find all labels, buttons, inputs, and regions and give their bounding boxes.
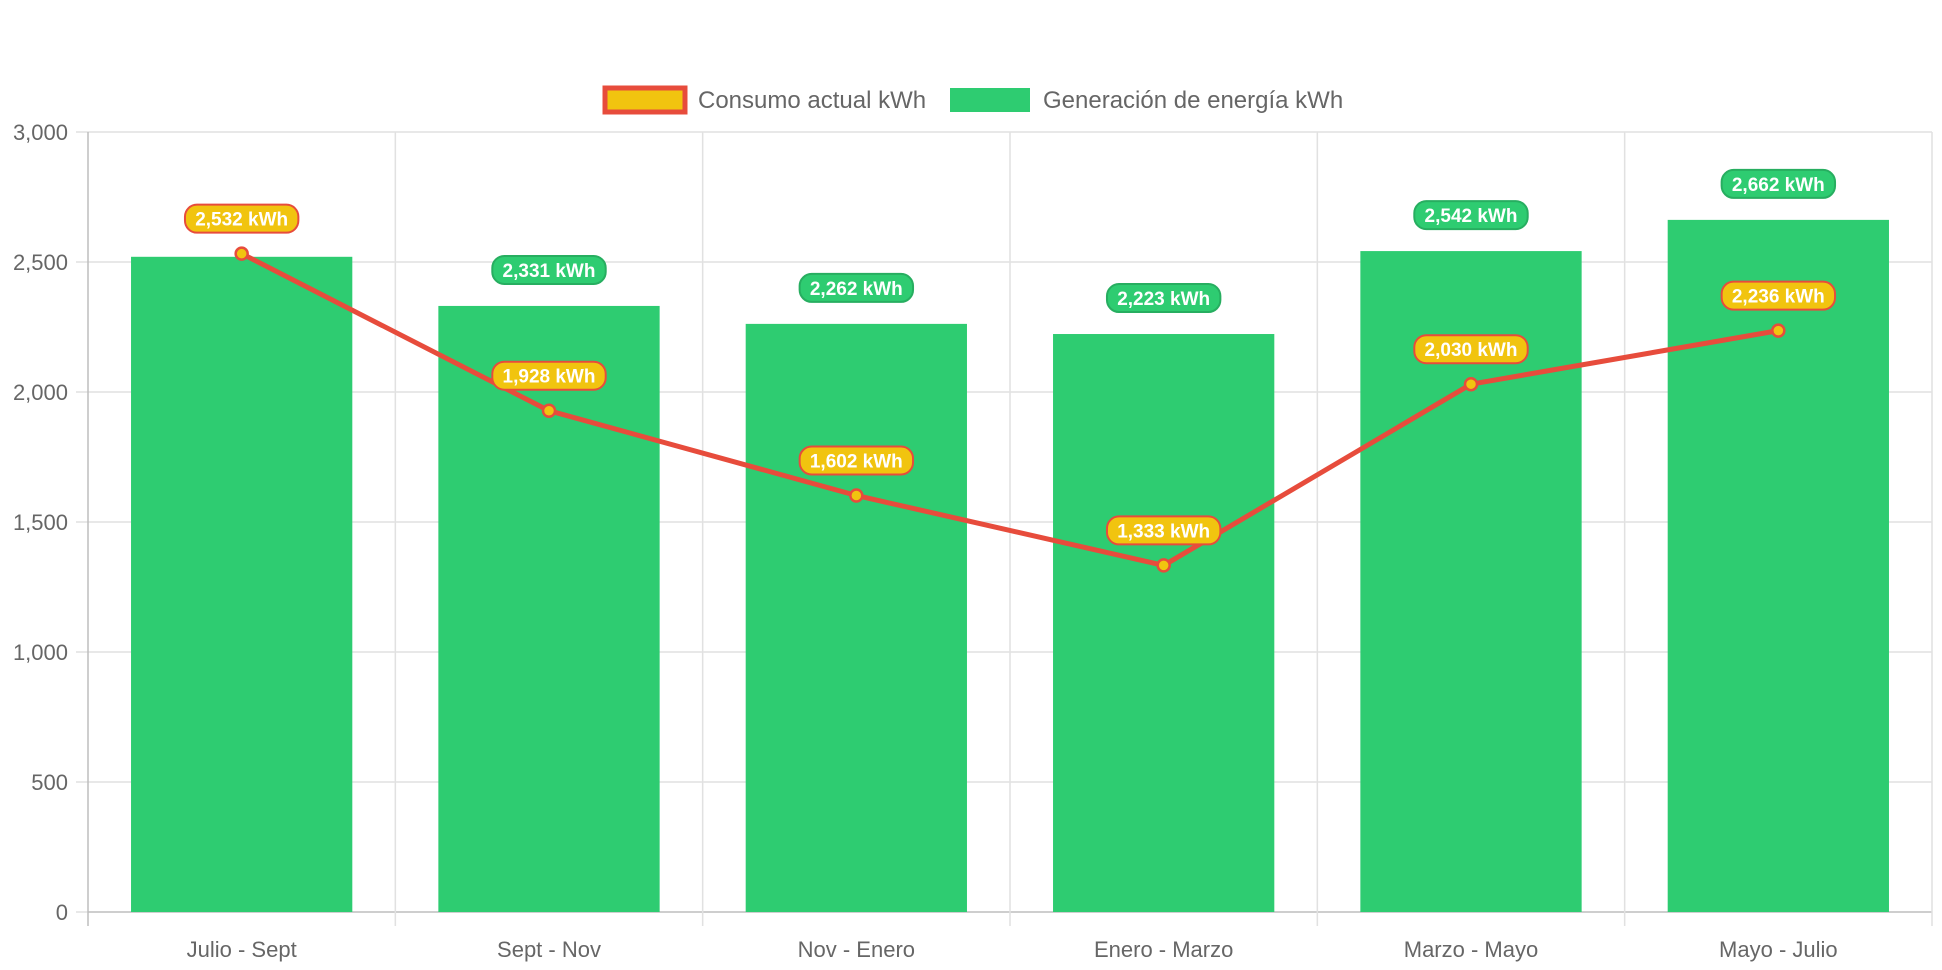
bar-value-label: 2,662 kWh bbox=[1720, 168, 1837, 199]
data-labels-layer: 2,331 kWh 2,262 kWh 2,223 kWh 2,542 kWh 2,66… bbox=[183, 168, 1837, 546]
line-value-label: 1,333 kWh bbox=[1105, 515, 1222, 546]
y-tick-label: 1,000 bbox=[13, 640, 68, 665]
line-value-label-text: 1,333 kWh bbox=[1117, 521, 1210, 542]
y-tick-label: 0 bbox=[56, 900, 68, 925]
bar-value-label-background bbox=[1413, 200, 1529, 231]
line-value-label-text: 2,030 kWh bbox=[1425, 340, 1518, 361]
bar-value-label-text: 2,331 kWh bbox=[503, 261, 596, 282]
line-value-label-text: 1,602 kWh bbox=[810, 451, 903, 472]
x-tick-label: Nov - Enero bbox=[798, 937, 915, 962]
line-value-label-text: 2,236 kWh bbox=[1732, 287, 1825, 308]
line-value-label-text: 1,928 kWh bbox=[503, 367, 596, 388]
bar-value-label-text: 2,662 kWh bbox=[1732, 175, 1825, 196]
line-value-label-background bbox=[183, 203, 300, 234]
bar-value-label-background bbox=[491, 254, 607, 285]
y-tick-label: 500 bbox=[31, 770, 68, 795]
line-point bbox=[849, 488, 864, 503]
y-tick-label: 1,500 bbox=[13, 510, 68, 535]
legend-item[interactable]: Consumo actual kWh bbox=[602, 85, 926, 115]
bar-value-label: 2,262 kWh bbox=[798, 272, 915, 303]
legend-item[interactable]: Generación de energía kWh bbox=[950, 87, 1343, 114]
line-value-label-background bbox=[798, 445, 915, 476]
line-value-label-background bbox=[1105, 515, 1222, 546]
line-value-label-background bbox=[491, 360, 607, 391]
x-tick-label: Sept - Nov bbox=[497, 937, 601, 962]
legend-label: Consumo actual kWh bbox=[698, 87, 926, 114]
legend-swatch bbox=[602, 85, 688, 115]
bar-value-label-background bbox=[798, 272, 915, 303]
legend-swatch bbox=[950, 88, 1030, 112]
bar-value-label-background bbox=[1720, 168, 1837, 199]
legend-label: Generación de energía kWh bbox=[1043, 87, 1343, 114]
bar-value-label-text: 2,262 kWh bbox=[810, 279, 903, 300]
line-value-label-background bbox=[1413, 334, 1529, 365]
bar-value-label: 2,331 kWh bbox=[491, 254, 607, 285]
y-tick-label: 2,500 bbox=[13, 250, 68, 275]
axis-layer: 0 500 1,000 1,500 2,000 2,500 3,000 Julio - Sep… bbox=[13, 120, 1838, 962]
line-point bbox=[1156, 558, 1171, 573]
line-value-label: 2,236 kWh bbox=[1720, 280, 1837, 311]
line-point bbox=[1771, 323, 1786, 338]
line-value-label-background bbox=[1720, 280, 1837, 311]
line-value-label-text: 2,532 kWh bbox=[195, 210, 288, 231]
bar bbox=[438, 305, 660, 912]
bar-value-label-text: 2,223 kWh bbox=[1117, 289, 1210, 310]
bars-layer bbox=[131, 219, 1889, 912]
x-tick-label: Julio - Sept bbox=[187, 937, 297, 962]
line-value-label: 1,602 kWh bbox=[798, 445, 915, 476]
bar bbox=[745, 323, 967, 912]
bar-value-label-text: 2,542 kWh bbox=[1425, 206, 1518, 227]
legend: Consumo actual kWh Generación de energía … bbox=[602, 85, 1343, 115]
line-value-label: 1,928 kWh bbox=[491, 360, 607, 391]
y-tick-label: 2,000 bbox=[13, 380, 68, 405]
line-value-label: 2,532 kWh bbox=[183, 203, 300, 234]
line-point bbox=[541, 403, 557, 418]
x-tick-label: Mayo - Julio bbox=[1719, 937, 1838, 962]
x-tick-label: Marzo - Mayo bbox=[1404, 937, 1538, 962]
x-tick-label: Enero - Marzo bbox=[1094, 937, 1233, 962]
bar bbox=[1053, 334, 1275, 912]
line-point bbox=[234, 246, 249, 261]
bar-value-label: 2,542 kWh bbox=[1413, 200, 1529, 231]
y-tick-label: 3,000 bbox=[13, 120, 68, 145]
bar bbox=[131, 256, 353, 912]
bar-value-label-background bbox=[1105, 283, 1222, 314]
line-value-label: 2,030 kWh bbox=[1413, 334, 1529, 365]
bar-value-label: 2,223 kWh bbox=[1105, 283, 1222, 314]
line-point bbox=[1463, 376, 1479, 392]
